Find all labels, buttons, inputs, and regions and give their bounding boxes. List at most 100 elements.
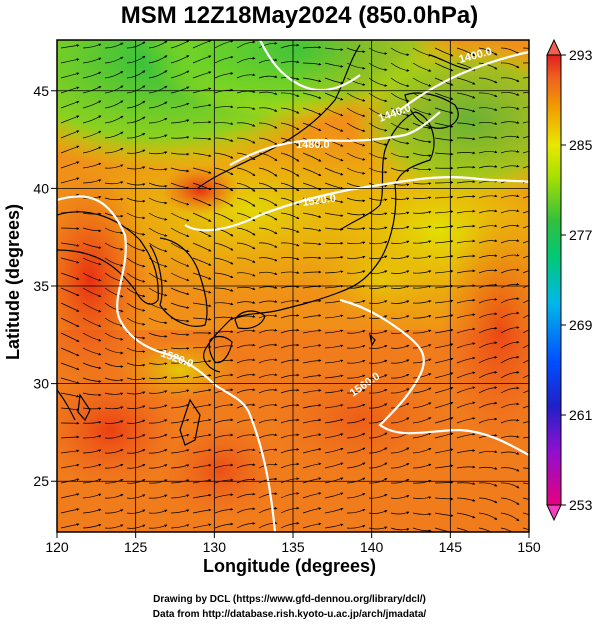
- streamline-469: [214, 358, 234, 364]
- streamline-606: [324, 447, 344, 454]
- streamline-49: [170, 70, 190, 79]
- streamline-106: [456, 107, 476, 113]
- streamline-110: [60, 115, 80, 124]
- streamline-560: [280, 418, 300, 424]
- streamline-102: [368, 107, 388, 118]
- streamline-205: [214, 182, 234, 192]
- streamline-296: [280, 242, 300, 247]
- streamline-144: [324, 137, 344, 147]
- streamline-530: [104, 406, 124, 410]
- streamline-5: [170, 40, 190, 49]
- streamline-536: [236, 403, 256, 409]
- colorbar-tick-label-253: 253: [569, 497, 593, 513]
- streamline-248: [192, 212, 212, 222]
- streamline-46: [104, 70, 124, 79]
- streamline-283: [478, 224, 498, 229]
- streamline-82: [412, 92, 432, 102]
- streamline-224: [148, 197, 168, 205]
- streamline-719: [390, 527, 410, 531]
- streamline-302: [412, 240, 432, 244]
- streamline-280: [412, 225, 432, 229]
- streamline-556: [192, 418, 212, 424]
- streamline-462: [60, 362, 80, 371]
- streamline-441: [82, 347, 102, 356]
- streamline-514: [236, 388, 256, 394]
- streamline-680: [500, 497, 520, 505]
- streamline-345: [390, 270, 410, 274]
- streamline-577: [170, 433, 190, 439]
- streamline-79: [346, 92, 366, 102]
- streamline-383: [258, 300, 278, 304]
- streamline-45: [82, 71, 102, 79]
- x-tick-label-135: 135: [281, 539, 305, 555]
- streamline-242: [60, 210, 80, 214]
- streamline-269: [170, 227, 190, 238]
- streamline-54: [280, 77, 300, 81]
- streamline-601: [214, 448, 234, 454]
- streamline-133: [82, 130, 102, 139]
- streamline-490: [192, 374, 212, 379]
- streamline-449: [258, 343, 278, 349]
- streamline-541: [346, 404, 366, 409]
- streamline-554: [148, 419, 168, 424]
- streamline-90: [104, 100, 124, 109]
- streamline-173: [478, 150, 498, 154]
- streamline-425: [214, 330, 234, 334]
- streamline-194: [456, 165, 476, 169]
- streamline-172: [456, 151, 476, 155]
- streamline-122: [324, 122, 344, 132]
- streamline-362: [280, 285, 300, 289]
- streamline-134: [104, 131, 124, 139]
- streamline-255: [346, 212, 366, 217]
- streamline-585: [346, 433, 366, 439]
- streamline-472: [280, 358, 300, 364]
- streamline-351: [522, 270, 529, 274]
- x-tick-label-140: 140: [360, 539, 384, 555]
- streamline-197: [522, 166, 529, 169]
- streamline-620: [148, 464, 168, 469]
- streamline-454: [368, 345, 388, 349]
- streamline-37: [390, 62, 410, 72]
- streamline-648: [280, 477, 300, 484]
- streamline-170: [412, 152, 432, 158]
- streamline-484: [60, 377, 80, 384]
- x-axis: 120 125 130 135 140 145 150: [45, 532, 541, 555]
- streamline-13: [346, 47, 366, 54]
- streamline-29: [214, 55, 234, 64]
- streamline-308: [60, 257, 80, 264]
- streamline-552: [104, 420, 124, 424]
- streamline-284: [500, 224, 520, 229]
- streamline-207: [258, 182, 278, 192]
- streamline-22: [60, 58, 80, 64]
- streamline-335: [170, 272, 190, 282]
- streamline-534: [192, 403, 212, 409]
- streamline-199: [82, 179, 102, 184]
- streamline-159: [170, 152, 190, 156]
- streamline-337: [214, 272, 234, 278]
- streamline-636: [500, 467, 520, 472]
- streamline-33: [302, 62, 322, 66]
- streamline-116: [192, 120, 212, 124]
- streamline-605: [302, 447, 322, 454]
- streamline-104: [412, 107, 432, 116]
- streamline-545: [434, 401, 454, 409]
- streamline-523: [434, 386, 454, 394]
- streamline-504: [500, 370, 520, 379]
- streamline-119: [258, 122, 278, 129]
- streamline-477: [390, 359, 410, 364]
- streamline-233: [346, 197, 366, 203]
- streamline-570: [500, 418, 520, 424]
- streamline-567: [434, 417, 454, 424]
- x-tick-label-145: 145: [439, 539, 463, 555]
- streamline-174: [500, 150, 520, 154]
- streamline-505: [522, 374, 529, 379]
- streamline-565: [390, 417, 410, 424]
- chart-title: MSM 12Z18May2024 (850.0hPa): [120, 2, 479, 29]
- streamline-141: [258, 137, 278, 146]
- streamline-692: [280, 506, 300, 514]
- x-tick-label-150: 150: [517, 539, 541, 555]
- streamline-66: [60, 86, 80, 94]
- streamline-262: [500, 209, 520, 214]
- streamline-453: [346, 345, 366, 349]
- streamline-389: [390, 300, 410, 304]
